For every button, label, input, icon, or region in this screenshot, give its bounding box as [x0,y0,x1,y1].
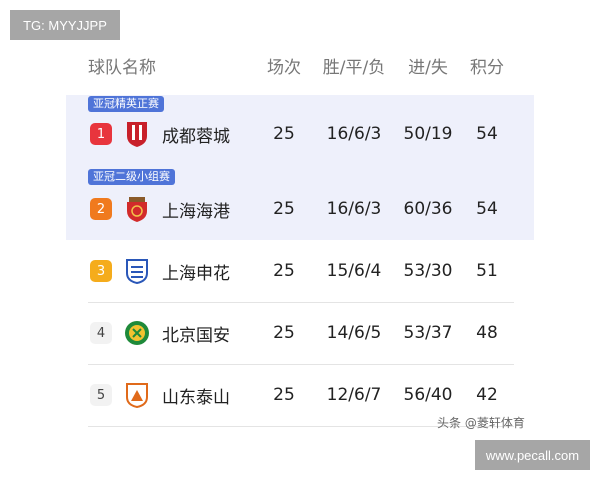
played: 25 [273,124,295,144]
team-name: 上海海港 [162,201,230,222]
points: 48 [476,323,498,343]
shenhua-logo-icon [126,259,148,285]
wdl: 15/6/4 [326,261,382,281]
wdl: 16/6/3 [326,124,382,144]
wdl: 12/6/7 [326,385,382,405]
goals: 53/30 [403,261,453,281]
goals: 60/36 [403,199,453,219]
goals: 56/40 [403,385,453,405]
watermark-bottom-right: www.pecall.com [475,440,590,470]
played: 25 [273,261,295,281]
team-name: 山东泰山 [162,387,230,408]
rank-badge: 5 [90,384,112,406]
source-watermark: 头条 @菱轩体育 [437,416,525,430]
table-row[interactable]: 5 山东泰山 25 12/6/7 56/40 42 [88,364,514,427]
header-team: 球队名称 [88,58,156,78]
table-row[interactable]: 4 北京国安 25 14/6/5 53/37 48 [88,302,514,365]
team-name: 成都蓉城 [162,126,230,147]
points: 42 [476,385,498,405]
played: 25 [273,385,295,405]
points: 54 [476,124,498,144]
played: 25 [273,199,295,219]
played: 25 [273,323,295,343]
rank-badge: 1 [90,123,112,145]
points: 51 [476,261,498,281]
team-name: 北京国安 [162,325,230,346]
rank-badge: 4 [90,322,112,344]
chengdu-logo-icon [127,122,147,147]
table-row[interactable]: 1 成都蓉城 25 16/6/3 50/19 54 [88,103,514,165]
header-wdl: 胜/平/负 [322,58,386,78]
wdl: 16/6/3 [326,199,382,219]
goals: 50/19 [403,124,453,144]
guoan-logo-icon [125,321,149,345]
shanghai-port-logo-icon [127,197,147,222]
tag-acl-elite: 亚冠精英正赛 [88,96,164,112]
table-row[interactable]: 3 上海申花 25 15/6/4 53/30 51 [88,240,514,303]
wdl: 14/6/5 [326,323,382,343]
goals: 53/37 [403,323,453,343]
rank-badge: 2 [90,198,112,220]
header-points: 积分 [470,58,504,78]
header-played: 场次 [267,58,301,78]
table-row[interactable]: 2 上海海港 25 16/6/3 60/36 54 [88,178,514,240]
team-name: 上海申花 [162,263,230,284]
rank-badge: 3 [90,260,112,282]
points: 54 [476,199,498,219]
taishan-logo-icon [126,383,148,409]
watermark-top-left: TG: MYYJJPP [10,10,120,40]
tag-acl-two: 亚冠二级小组赛 [88,169,175,185]
header-goals: 进/失 [408,58,448,78]
